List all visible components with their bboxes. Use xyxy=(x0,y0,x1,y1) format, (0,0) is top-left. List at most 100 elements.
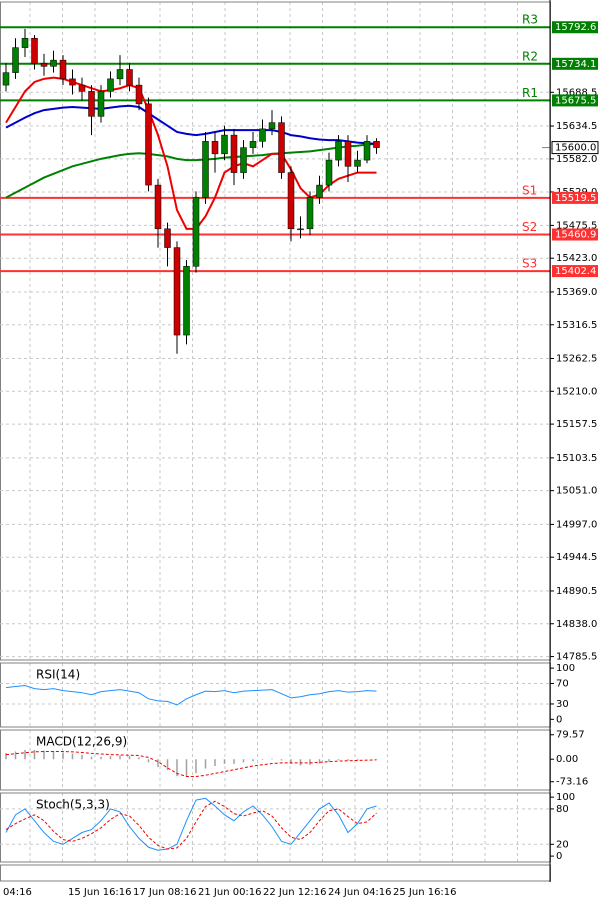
level-label: R2 xyxy=(522,49,538,63)
y-tick-label: 15316.5 xyxy=(556,320,597,331)
moving-average xyxy=(5,104,377,145)
macd-bar xyxy=(147,759,150,763)
candle-body xyxy=(154,184,162,230)
candle-body xyxy=(59,59,67,80)
panel-title: RSI(14) xyxy=(36,668,80,682)
candle-body xyxy=(297,228,304,231)
y-tick-label: 15369.0 xyxy=(556,287,597,298)
y-tick-label: 0 xyxy=(556,714,562,725)
level-value: 15792.6 xyxy=(555,22,596,33)
y-tick-label: 15262.5 xyxy=(556,353,597,364)
y-tick-label: 15051.0 xyxy=(556,486,597,497)
macd-bar xyxy=(337,759,340,761)
candle-body xyxy=(335,141,342,161)
candle-body xyxy=(78,84,86,92)
x-tick-label: 25 Jun 16:16 xyxy=(393,887,457,898)
candle-body xyxy=(325,159,333,186)
y-tick-label: 14785.5 xyxy=(556,652,597,663)
y-tick-label: 30 xyxy=(556,699,569,710)
candle-body xyxy=(21,37,29,48)
x-tick-label: 17 Jun 08:16 xyxy=(133,887,197,898)
macd-bar xyxy=(242,759,245,763)
level-box xyxy=(552,94,598,107)
macd-bar xyxy=(318,759,321,764)
macd-bar xyxy=(223,759,226,764)
y-tick-label: 14890.5 xyxy=(556,586,597,597)
macd-bar xyxy=(233,759,235,764)
candle-body xyxy=(202,141,209,198)
candle-body xyxy=(135,84,143,105)
y-tick-label: 14944.5 xyxy=(556,552,597,563)
macd-bar xyxy=(290,759,292,764)
candle-body xyxy=(373,141,380,148)
y-tick-label: 80 xyxy=(556,804,569,815)
stoch-k xyxy=(5,797,377,851)
y-tick-label: 15634.5 xyxy=(556,121,597,132)
macd-bar xyxy=(299,759,302,766)
y-tick-label: 79.57 xyxy=(556,730,585,741)
level-value: 15460.9 xyxy=(555,230,596,241)
candle-body xyxy=(287,172,295,230)
panel-title: MACD(12,26,9) xyxy=(36,735,127,749)
macd-bar xyxy=(309,759,311,765)
level-value: 15675.5 xyxy=(555,95,596,106)
candle-body xyxy=(354,159,361,167)
last-price-box xyxy=(551,141,599,155)
candle-body xyxy=(183,266,190,336)
y-tick-label: 15582.0 xyxy=(556,154,597,165)
candle-body xyxy=(107,78,114,92)
candle-body xyxy=(69,78,76,86)
level-box xyxy=(552,21,598,34)
y-tick-label: 15688.5 xyxy=(556,87,597,98)
candle-body xyxy=(50,59,57,67)
macd-bar xyxy=(100,756,102,760)
macd-bar xyxy=(261,759,264,760)
macd-bar xyxy=(328,759,330,762)
x-tick-label: 24 Jun 04:16 xyxy=(328,887,392,898)
y-tick-label: 14997.0 xyxy=(556,519,597,530)
macd-bar xyxy=(14,751,17,760)
candle-body xyxy=(268,122,276,130)
x-tick-label: 04:16 xyxy=(3,887,32,898)
x-tick-label: 21 Jun 00:16 xyxy=(198,887,262,898)
candle-body xyxy=(259,128,266,142)
candle-body xyxy=(249,141,257,148)
macd-bar xyxy=(252,759,254,762)
candle-body xyxy=(12,47,19,73)
last-price-label: 15600.0 xyxy=(555,143,596,154)
macd-bar xyxy=(81,754,83,760)
candle-body xyxy=(240,147,247,173)
y-tick-label: 70 xyxy=(556,678,569,689)
candle-body xyxy=(363,141,371,161)
y-tick-label: 20 xyxy=(556,839,569,850)
x-tick-label: 22 Jun 12:16 xyxy=(263,887,327,898)
macd-bar xyxy=(176,759,178,777)
candle-body xyxy=(344,141,352,167)
y-tick-label: 15157.5 xyxy=(556,419,597,430)
macd-bar xyxy=(109,756,112,760)
panel-frame xyxy=(0,662,551,728)
level-label: S3 xyxy=(522,257,537,271)
macd-bar xyxy=(62,752,64,760)
candle-body xyxy=(221,134,228,155)
candle-body xyxy=(211,141,219,155)
candle-body xyxy=(278,122,285,173)
macd-bar xyxy=(356,759,359,761)
moving-average xyxy=(5,142,377,199)
level-value: 15519.5 xyxy=(555,193,596,204)
macd-bar xyxy=(195,759,197,774)
macd-bar xyxy=(5,753,7,760)
macd-bar xyxy=(71,753,74,760)
candle-body xyxy=(88,91,95,117)
y-tick-label: -73.16 xyxy=(556,777,588,788)
signal-line xyxy=(5,751,377,777)
candle-body xyxy=(164,228,171,248)
y-tick-label: 15103.5 xyxy=(556,453,597,464)
macd-bar xyxy=(157,759,159,767)
macd-bar xyxy=(90,756,93,760)
candle-body xyxy=(306,197,314,230)
level-box xyxy=(552,191,598,204)
moving-average xyxy=(5,76,377,230)
macd-bar xyxy=(214,759,216,766)
